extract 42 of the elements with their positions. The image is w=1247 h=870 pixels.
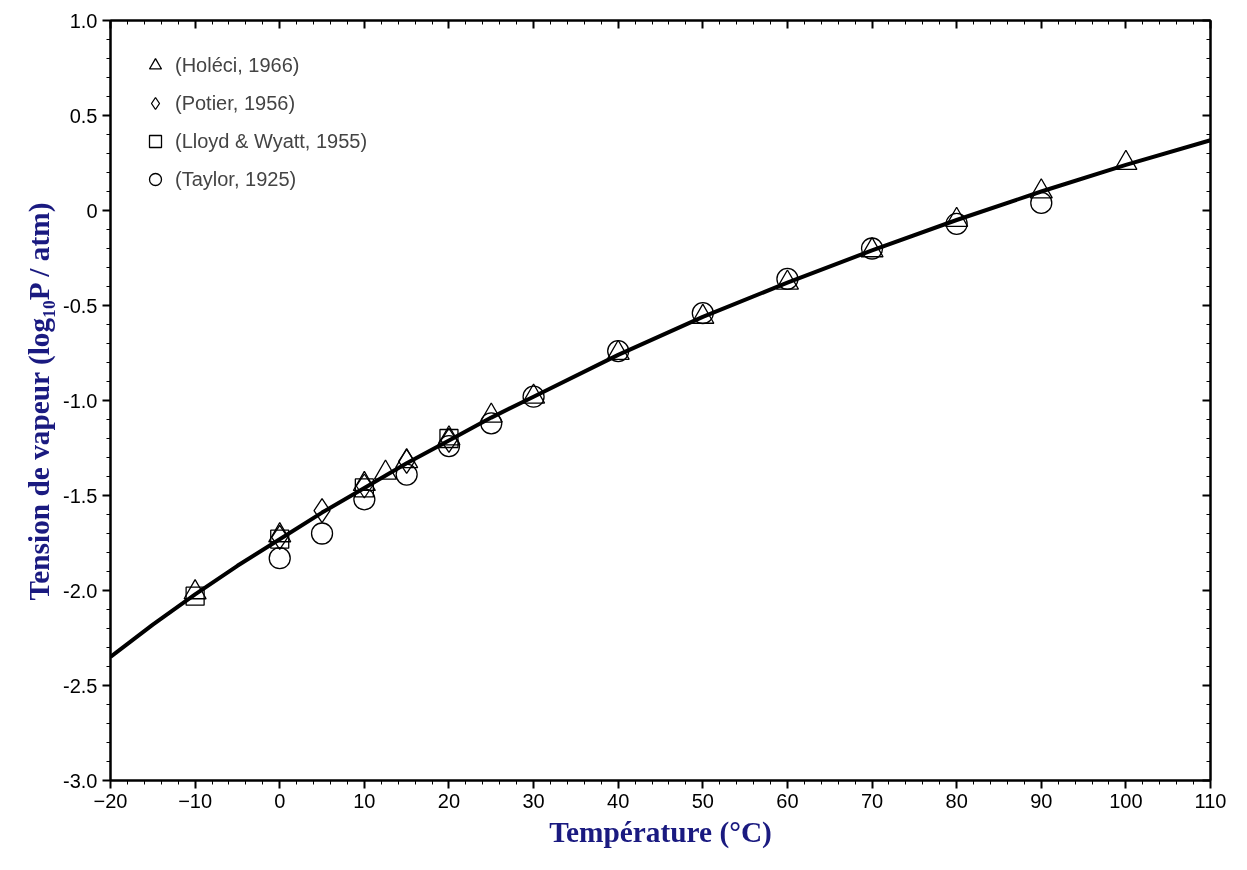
y-axis-title: Tension de vapeur (log₁₀P / atm) [23, 202, 57, 601]
point [310, 522, 334, 545]
x-tick-label: 100 [1109, 789, 1143, 812]
x-tick-label: −10 [178, 789, 213, 812]
x-tick-label: 110 [1194, 789, 1227, 812]
point [1029, 178, 1053, 199]
point [268, 547, 291, 570]
point [353, 488, 376, 511]
point [945, 212, 968, 235]
x-tick-label: 20 [437, 789, 461, 812]
x-tick-label: 10 [353, 789, 376, 812]
legend-label: (Holéci, 1966) [175, 53, 300, 77]
point [354, 478, 374, 498]
point [185, 586, 205, 606]
x-tick-label: 90 [1030, 789, 1053, 812]
point [395, 463, 418, 486]
x-tick-label: 30 [522, 789, 545, 812]
legend-label: (Lloyd & Wyatt, 1955) [175, 129, 368, 153]
x-tick-label: 60 [776, 789, 799, 812]
x-axis-title: Température (°C) [549, 815, 772, 849]
y-tick-label: 0 [86, 199, 98, 222]
legend-label: (Potier, 1956) [175, 91, 296, 115]
y-tick-label: -3.0 [63, 769, 98, 792]
point [270, 529, 290, 549]
x-tick-label: 70 [860, 789, 884, 812]
y-tick-label: -2.0 [63, 579, 98, 602]
y-tick-label: 0.5 [69, 104, 98, 127]
y-tick-label: -1.0 [63, 389, 98, 412]
legend-label: (Taylor, 1925) [175, 167, 297, 191]
x-tick-label: 80 [945, 789, 968, 812]
point [437, 434, 461, 458]
y-tick-label: -2.5 [63, 674, 98, 697]
x-tick-label: 40 [607, 789, 630, 812]
y-tick-label: -1.5 [63, 484, 98, 507]
x-tick-label: 0 [274, 789, 286, 812]
x-tick-label: −20 [93, 789, 128, 812]
y-tick-label: -0.5 [63, 294, 98, 317]
x-tick-label: 50 [691, 789, 714, 812]
y-tick-label: 1.0 [69, 9, 98, 32]
point [945, 206, 969, 227]
point [480, 412, 503, 435]
point [1114, 149, 1138, 170]
